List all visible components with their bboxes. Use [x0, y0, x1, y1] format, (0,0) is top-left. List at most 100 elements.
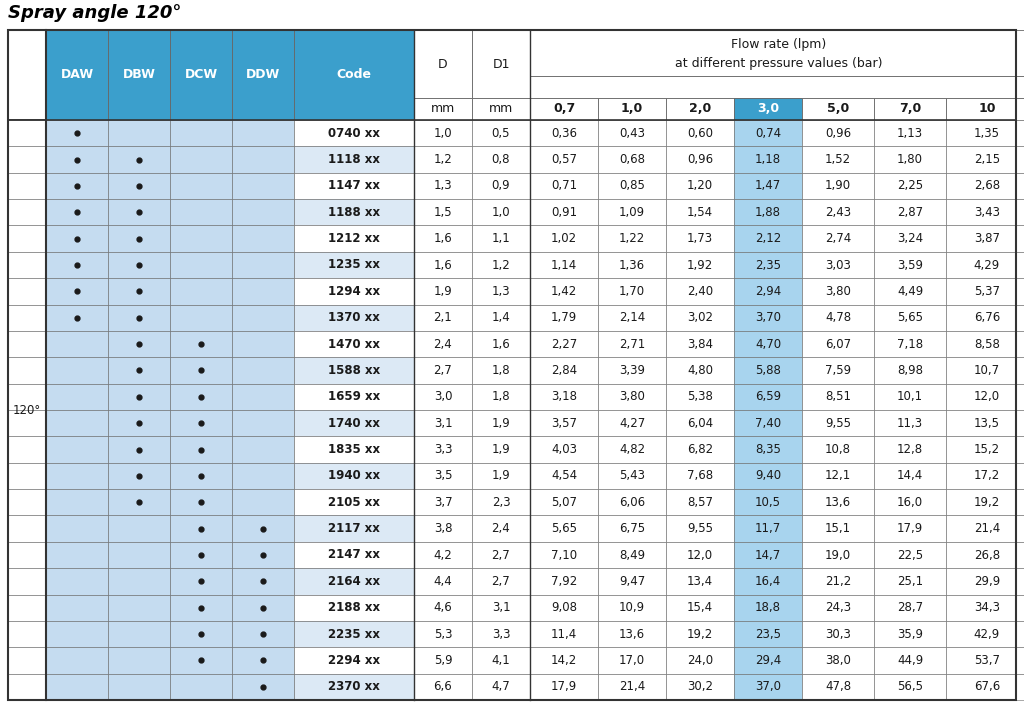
Text: 1,0: 1,0 [434, 127, 453, 139]
Bar [472, 252, 530, 278]
Text: 3,84: 3,84 [687, 338, 713, 351]
Bar [666, 357, 734, 384]
Text: 4,80: 4,80 [687, 364, 713, 377]
Bar [874, 595, 946, 621]
Bar [294, 647, 414, 674]
Bar [530, 30, 1024, 76]
Bar [108, 225, 170, 252]
Text: 4,6: 4,6 [433, 601, 453, 614]
Bar [232, 30, 294, 120]
Text: 42,9: 42,9 [974, 627, 1000, 641]
Bar [46, 595, 108, 621]
Bar [946, 331, 1024, 357]
Text: 28,7: 28,7 [897, 601, 923, 614]
Text: 1,80: 1,80 [897, 153, 923, 166]
Text: 0,91: 0,91 [551, 206, 578, 219]
Bar [530, 98, 598, 120]
Bar [666, 410, 734, 436]
Bar [472, 357, 530, 384]
Text: 1,70: 1,70 [618, 285, 645, 298]
Bar [232, 489, 294, 515]
Text: 14,7: 14,7 [755, 548, 781, 562]
Bar [666, 436, 734, 463]
Bar [414, 199, 472, 225]
Bar [170, 120, 232, 146]
Text: 37,0: 37,0 [755, 680, 781, 693]
Text: 2,3: 2,3 [492, 496, 510, 509]
Text: 0,8: 0,8 [492, 153, 510, 166]
Text: 5,3: 5,3 [434, 627, 453, 641]
Text: 2117 xx: 2117 xx [328, 522, 380, 535]
Text: 5,37: 5,37 [974, 285, 1000, 298]
Bar [802, 410, 874, 436]
Bar [232, 172, 294, 199]
Text: 1,9: 1,9 [492, 417, 510, 429]
Text: 3,87: 3,87 [974, 232, 1000, 245]
Bar [170, 384, 232, 410]
Text: 1,1: 1,1 [492, 232, 510, 245]
Bar [170, 410, 232, 436]
Text: 21,4: 21,4 [974, 522, 1000, 535]
Bar [414, 305, 472, 331]
Bar [108, 120, 170, 146]
Bar [232, 463, 294, 489]
Text: 4,78: 4,78 [825, 311, 851, 325]
Bar [108, 278, 170, 305]
Bar [8, 278, 46, 305]
Bar [8, 30, 46, 120]
Bar [472, 595, 530, 621]
Bar [294, 463, 414, 489]
Text: 30,2: 30,2 [687, 680, 713, 693]
Bar [946, 278, 1024, 305]
Text: 5,43: 5,43 [618, 470, 645, 482]
Text: DDW: DDW [246, 68, 281, 82]
Bar [734, 647, 802, 674]
Text: 19,2: 19,2 [687, 627, 713, 641]
Text: 1,0: 1,0 [492, 206, 510, 219]
Bar [874, 357, 946, 384]
Text: 8,57: 8,57 [687, 496, 713, 509]
Text: 1659 xx: 1659 xx [328, 390, 380, 403]
Bar [802, 98, 874, 120]
Text: 8,51: 8,51 [825, 390, 851, 403]
Bar [8, 436, 46, 463]
Bar [666, 489, 734, 515]
Text: 3,03: 3,03 [825, 258, 851, 272]
Text: 3,70: 3,70 [755, 311, 781, 325]
Bar [294, 621, 414, 647]
Bar [46, 384, 108, 410]
Bar [414, 647, 472, 674]
Bar [472, 463, 530, 489]
Bar [598, 305, 666, 331]
Bar [598, 515, 666, 542]
Bar [666, 331, 734, 357]
Text: 1147 xx: 1147 xx [328, 180, 380, 192]
Bar [874, 568, 946, 595]
Bar [530, 331, 598, 357]
Text: 3,02: 3,02 [687, 311, 713, 325]
Text: 7,10: 7,10 [551, 548, 578, 562]
Bar [294, 515, 414, 542]
Bar [170, 621, 232, 647]
Bar [734, 410, 802, 436]
Text: 0,68: 0,68 [618, 153, 645, 166]
Bar [874, 674, 946, 700]
Text: 2,7: 2,7 [492, 575, 510, 588]
Bar [108, 172, 170, 199]
Bar [46, 172, 108, 199]
Bar [874, 120, 946, 146]
Bar [414, 252, 472, 278]
Text: 1,3: 1,3 [434, 180, 453, 192]
Bar [874, 199, 946, 225]
Bar [232, 331, 294, 357]
Bar [802, 225, 874, 252]
Text: DBW: DBW [123, 68, 156, 82]
Text: 1,88: 1,88 [755, 206, 781, 219]
Text: 5,9: 5,9 [434, 654, 453, 667]
Text: 3,24: 3,24 [897, 232, 923, 245]
Bar [530, 595, 598, 621]
Text: 3,57: 3,57 [551, 417, 577, 429]
Bar [170, 172, 232, 199]
Bar [530, 489, 598, 515]
Text: 56,5: 56,5 [897, 680, 923, 693]
